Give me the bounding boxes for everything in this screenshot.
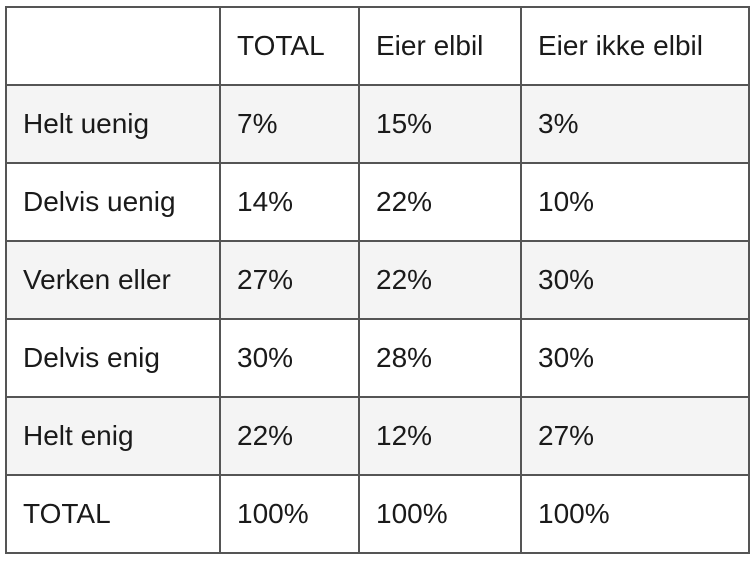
table-cell: 22% <box>219 396 360 476</box>
table-cell: 10% <box>520 162 750 242</box>
table-row: Helt enig 22% 12% 27% <box>5 396 750 476</box>
results-table: TOTAL Eier elbil Eier ikke elbil Helt ue… <box>5 6 750 554</box>
table-row: Delvis uenig 14% 22% 10% <box>5 162 750 242</box>
table-cell: 12% <box>358 396 522 476</box>
header-cell-empty <box>5 6 221 86</box>
table-cell: 15% <box>358 84 522 164</box>
row-label: Delvis uenig <box>5 162 221 242</box>
table-row: Helt uenig 7% 15% 3% <box>5 84 750 164</box>
table-cell: 30% <box>520 240 750 320</box>
table-cell: 30% <box>219 318 360 398</box>
row-label: TOTAL <box>5 474 221 554</box>
table-row-total: TOTAL 100% 100% 100% <box>5 474 750 554</box>
table-cell: 22% <box>358 162 522 242</box>
table-cell: 22% <box>358 240 522 320</box>
table-cell: 28% <box>358 318 522 398</box>
results-table-container: TOTAL Eier elbil Eier ikke elbil Helt ue… <box>5 6 750 554</box>
row-label: Helt enig <box>5 396 221 476</box>
table-cell: 14% <box>219 162 360 242</box>
table-row: Delvis enig 30% 28% 30% <box>5 318 750 398</box>
header-cell-total: TOTAL <box>219 6 360 86</box>
table-cell: 100% <box>520 474 750 554</box>
table-cell: 30% <box>520 318 750 398</box>
header-cell-eier-elbil: Eier elbil <box>358 6 522 86</box>
table-cell: 100% <box>358 474 522 554</box>
table-cell: 27% <box>219 240 360 320</box>
row-label: Helt uenig <box>5 84 221 164</box>
table-row: Verken eller 27% 22% 30% <box>5 240 750 320</box>
row-label: Delvis enig <box>5 318 221 398</box>
table-cell: 27% <box>520 396 750 476</box>
table-cell: 3% <box>520 84 750 164</box>
table-cell: 100% <box>219 474 360 554</box>
header-cell-eier-ikke-elbil: Eier ikke elbil <box>520 6 750 86</box>
row-label: Verken eller <box>5 240 221 320</box>
table-header-row: TOTAL Eier elbil Eier ikke elbil <box>5 6 750 86</box>
table-cell: 7% <box>219 84 360 164</box>
